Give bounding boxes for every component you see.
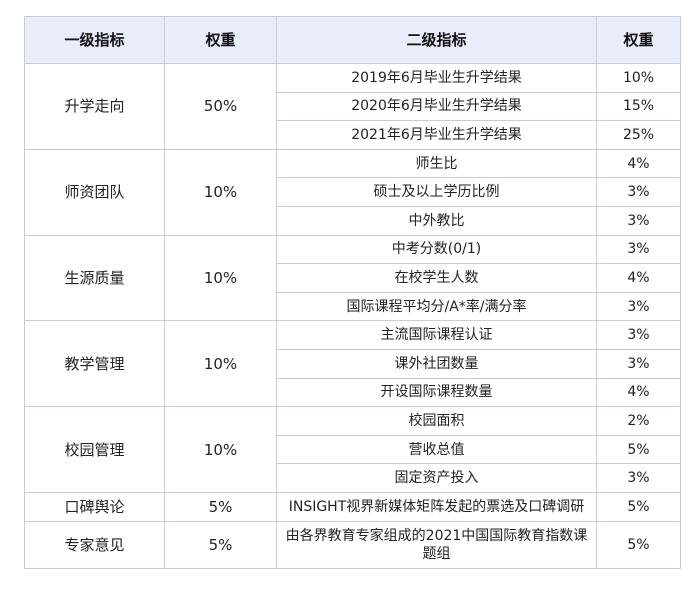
table-row: 生源质量 10% 中考分数(0/1) 3% <box>24 234 681 322</box>
table-row: 中外教比 3% <box>25 205 681 236</box>
table-row: 专家意见 5% 由各界教育专家组成的2021中国国际教育指数课题组 5% <box>24 520 681 569</box>
level1-weight: 5% <box>164 520 277 569</box>
level2-weight: 5% <box>596 434 681 465</box>
table-row: 师资团队 10% 师生比 4% <box>24 148 681 236</box>
table-row: 校园管理 10% 校园面积 2% <box>24 406 681 493</box>
header-level2-indicator: 二级指标 <box>276 16 597 64</box>
level2-weight: 3% <box>596 348 681 379</box>
level1-weight: 10% <box>164 234 277 322</box>
level2-indicator: 主流国际课程认证 <box>276 320 597 350</box>
level2-indicator: 开设国际课程数量 <box>276 377 597 408</box>
level2-indicator: 中考分数(0/1) <box>276 234 597 265</box>
level2-weight: 10% <box>596 63 681 93</box>
header-level1-weight: 权重 <box>164 16 277 64</box>
table-row: 营收总值 5% <box>25 434 681 465</box>
level2-weight: 2% <box>596 406 681 436</box>
level2-weight: 3% <box>596 177 681 207</box>
level1-indicator: 专家意见 <box>24 520 165 569</box>
level2-indicator: 硕士及以上学历比例 <box>276 177 597 207</box>
level2-weight: 3% <box>596 463 681 493</box>
level2-indicator: 2020年6月毕业生升学结果 <box>276 91 597 122</box>
indicator-table: 一级指标 权重 二级指标 权重 升学走向 50% 2019年6月毕业生升学结果 … <box>24 16 681 569</box>
table-row: 2020年6月毕业生升学结果 15% <box>25 91 681 122</box>
level2-indicator: 由各界教育专家组成的2021中国国际教育指数课题组 <box>276 520 597 569</box>
indicator-table-container: 一级指标 权重 二级指标 权重 升学走向 50% 2019年6月毕业生升学结果 … <box>24 16 681 569</box>
table-header: 一级指标 权重 二级指标 权重 <box>24 16 681 64</box>
table-row: 硕士及以上学历比例 3% <box>25 177 681 207</box>
level2-indicator: 2019年6月毕业生升学结果 <box>276 63 597 93</box>
level2-indicator: 固定资产投入 <box>276 463 597 493</box>
table-row: 升学走向 50% 2019年6月毕业生升学结果 10% <box>24 63 681 150</box>
header-level2-weight: 权重 <box>596 16 681 64</box>
level2-weight: 25% <box>596 120 681 150</box>
table-row: 国际课程平均分/A*率/满分率 3% <box>25 291 681 322</box>
level2-weight: 4% <box>596 263 681 293</box>
level2-weight: 5% <box>596 520 681 569</box>
level2-weight: 3% <box>596 205 681 236</box>
level1-weight: 10% <box>164 148 277 236</box>
level2-weight: 4% <box>596 377 681 408</box>
level2-indicator: 校园面积 <box>276 406 597 436</box>
level2-indicator: 营收总值 <box>276 434 597 465</box>
level1-indicator: 师资团队 <box>24 148 165 236</box>
level2-indicator: 2021年6月毕业生升学结果 <box>276 120 597 150</box>
level2-indicator: 中外教比 <box>276 205 597 236</box>
level1-indicator: 生源质量 <box>24 234 165 322</box>
level2-weight: 3% <box>596 320 681 350</box>
level2-indicator: 课外社团数量 <box>276 348 597 379</box>
table-row: 教学管理 10% 主流国际课程认证 3% <box>24 320 681 408</box>
table-row: 口碑舆论 5% INSIGHT视界新媒体矩阵发起的票选及口碑调研 5% <box>24 491 681 522</box>
level1-indicator: 校园管理 <box>24 406 165 493</box>
table-row: 在校学生人数 4% <box>25 263 681 293</box>
level1-indicator: 升学走向 <box>24 63 165 150</box>
level2-weight: 3% <box>596 291 681 322</box>
table-body: 升学走向 50% 2019年6月毕业生升学结果 10% 2020年6月毕业生升学… <box>24 63 681 569</box>
level2-indicator: INSIGHT视界新媒体矩阵发起的票选及口碑调研 <box>276 491 597 522</box>
level1-weight: 10% <box>164 320 277 408</box>
level2-indicator: 在校学生人数 <box>276 263 597 293</box>
level2-weight: 4% <box>596 148 681 179</box>
level1-indicator: 口碑舆论 <box>24 491 165 522</box>
header-row: 一级指标 权重 二级指标 权重 <box>24 16 681 64</box>
level2-weight: 15% <box>596 91 681 122</box>
level2-indicator: 国际课程平均分/A*率/满分率 <box>276 291 597 322</box>
level2-weight: 5% <box>596 491 681 522</box>
level1-weight: 50% <box>164 63 277 150</box>
table-row: 课外社团数量 3% <box>25 348 681 379</box>
level1-weight: 10% <box>164 406 277 493</box>
header-level1-indicator: 一级指标 <box>24 16 165 64</box>
level2-weight: 3% <box>596 234 681 265</box>
level1-weight: 5% <box>164 491 277 522</box>
table-row: 开设国际课程数量 4% <box>25 377 681 408</box>
level1-indicator: 教学管理 <box>24 320 165 408</box>
level2-indicator: 师生比 <box>276 148 597 179</box>
